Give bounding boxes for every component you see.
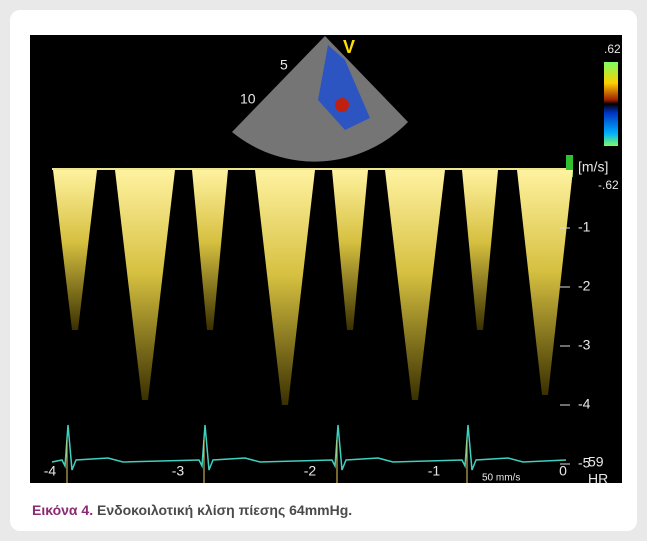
sector-label: V — [343, 37, 355, 57]
scale-bottom: -.62 — [598, 178, 619, 192]
sweep-speed: 50 mm/s — [482, 473, 520, 484]
velocity-label: -4 — [578, 396, 591, 412]
caption: Εικόνα 4. Ενδοκοιλοτική κλίση πίεσης 64m… — [32, 502, 352, 518]
time-label: -1 — [428, 463, 441, 479]
velocity-label: -2 — [578, 278, 591, 294]
sector-label: 10 — [240, 91, 256, 107]
color-flow — [335, 98, 349, 112]
caption-text: Ενδοκοιλοτική κλίση πίεσης 64mmHg. — [97, 502, 352, 518]
time-label: -3 — [172, 463, 185, 479]
figure: V 5 10 .62 -.62 [m/s] 59 HR 50 mm/s -1-2… — [0, 0, 647, 541]
scale-unit: [m/s] — [578, 159, 608, 175]
caption-label: Εικόνα 4. — [32, 502, 93, 518]
time-label: 0 — [559, 463, 567, 479]
velocity-label: -1 — [578, 219, 591, 235]
velocity-label: -5 — [578, 455, 591, 471]
color-bar — [604, 62, 618, 146]
time-label: -4 — [44, 463, 57, 479]
velocity-label: -3 — [578, 337, 591, 353]
time-label: -2 — [304, 463, 317, 479]
sector-label: 5 — [280, 57, 288, 73]
heart-rate-label: HR — [588, 471, 608, 487]
page: V 5 10 .62 -.62 [m/s] 59 HR 50 mm/s -1-2… — [0, 0, 647, 541]
scale-top: .62 — [604, 42, 621, 56]
